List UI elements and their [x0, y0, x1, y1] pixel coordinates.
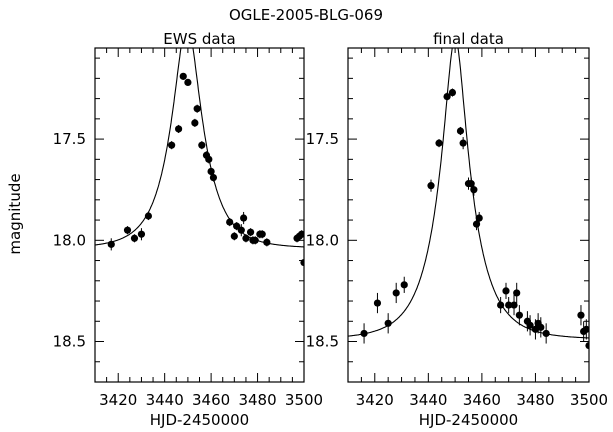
- x-tick-label: 3480: [516, 391, 554, 409]
- x-tick-label: 3460: [463, 391, 501, 409]
- data-point: [179, 72, 187, 80]
- data-point: [472, 220, 481, 228]
- panel-title-ews: EWS data: [163, 30, 235, 48]
- data-point: [443, 92, 451, 101]
- x-axis-label-final: HJD-2450000: [419, 411, 518, 429]
- data-point: [193, 105, 201, 113]
- data-point: [435, 139, 443, 147]
- data-point: [209, 173, 218, 182]
- data-point: [448, 88, 457, 97]
- data-point: [515, 311, 523, 319]
- panel-ews-data: EWS data HJD-2450000 3420 3440 3460 3480 350…: [53, 30, 324, 429]
- data-point: [505, 301, 513, 309]
- data-point: [582, 325, 589, 333]
- data-point: [246, 228, 255, 236]
- data-point: [251, 236, 259, 244]
- y-tick-label: 18.0: [306, 231, 339, 249]
- data-point: [233, 222, 241, 230]
- data-point: [400, 281, 408, 289]
- data-point: [497, 301, 505, 309]
- data-point: [123, 226, 132, 234]
- data-point: [384, 319, 392, 327]
- model-curve: [95, 48, 304, 248]
- panel-final-data: final data HJD-2450000 3420 3440 3460 3480 3…: [306, 30, 609, 429]
- data-point: [230, 232, 238, 240]
- x-tick-label: 3420: [99, 391, 137, 409]
- data-point: [191, 119, 199, 127]
- data-point: [130, 234, 139, 242]
- data-point: [107, 240, 115, 248]
- x-tick-label: 3480: [238, 391, 276, 409]
- data-point: [526, 321, 534, 329]
- x-tick-label: 3500: [570, 391, 608, 409]
- x-tick-label: 3460: [192, 391, 230, 409]
- data-point: [198, 141, 206, 149]
- data-point: [467, 180, 475, 188]
- data-point: [456, 127, 465, 135]
- data-point: [427, 182, 435, 190]
- data-point: [502, 287, 510, 295]
- y-tick-label: 17.5: [53, 130, 86, 148]
- data-point: [184, 78, 192, 87]
- data-point: [144, 212, 153, 220]
- data-point: [298, 230, 304, 238]
- data-point: [205, 155, 213, 163]
- data-point: [175, 125, 183, 133]
- y-tick-label: 18.0: [53, 231, 86, 249]
- data-point: [258, 230, 266, 238]
- panel-title-final: final data: [433, 30, 504, 48]
- data-point: [585, 341, 589, 350]
- figure-title: OGLE-2005-BLG-069: [229, 6, 383, 24]
- data-point: [300, 258, 304, 267]
- y-tick-label: 18.5: [306, 333, 339, 351]
- data-point: [537, 323, 545, 331]
- x-axis-label-ews: HJD-2450000: [150, 411, 249, 429]
- y-axis-label: magnitude: [6, 173, 24, 254]
- plot-frame: [347, 47, 590, 383]
- data-point: [513, 289, 521, 297]
- x-tick-label: 3420: [356, 391, 394, 409]
- data-point: [168, 141, 176, 149]
- data-point: [373, 299, 382, 307]
- data-point: [459, 139, 467, 147]
- data-point: [237, 226, 245, 234]
- data-point: [137, 230, 146, 238]
- data-point: [510, 301, 518, 309]
- data-point: [392, 289, 400, 297]
- data-point: [542, 329, 550, 338]
- data-point: [475, 214, 483, 222]
- y-tick-label: 18.5: [53, 333, 86, 351]
- data-point: [577, 311, 585, 319]
- data-point: [263, 238, 271, 246]
- data-point: [207, 167, 215, 176]
- data-point: [470, 186, 478, 194]
- x-tick-label: 3440: [146, 391, 184, 409]
- data-point: [226, 218, 234, 226]
- y-tick-label: 17.5: [306, 130, 339, 148]
- x-tick-label: 3440: [409, 391, 447, 409]
- data-point: [360, 329, 368, 338]
- data-point: [242, 234, 250, 242]
- data-point: [240, 214, 248, 222]
- x-tick-label: 3500: [285, 391, 323, 409]
